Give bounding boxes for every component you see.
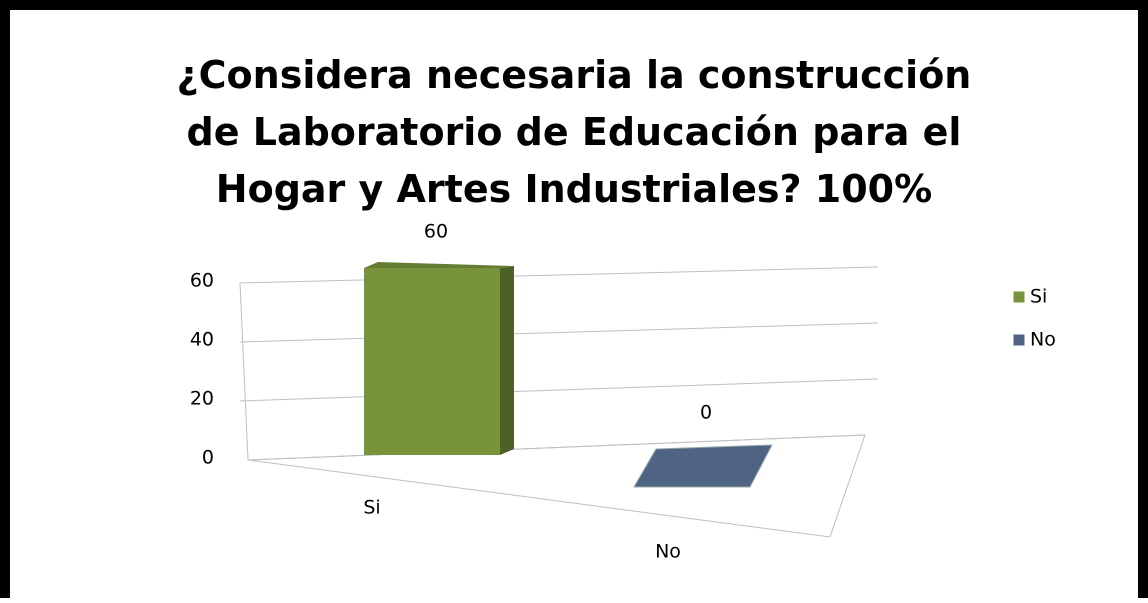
grid-line: [247, 434, 866, 461]
x-tick-label: Si: [363, 497, 380, 519]
legend-label: No: [1030, 329, 1056, 351]
data-label: 60: [424, 221, 448, 243]
bar-flat: [633, 444, 773, 488]
legend-label: Si: [1030, 286, 1047, 308]
bar-top: [364, 262, 514, 268]
bar-side: [500, 266, 514, 455]
grid-line: [239, 266, 879, 284]
grid-line: [239, 378, 879, 402]
y-tick-label: 60: [190, 270, 214, 292]
bar: [364, 262, 514, 455]
chart-title: ¿Considera necesaria la construcción de L…: [177, 53, 972, 211]
data-label: 0: [700, 402, 712, 424]
bar: [633, 444, 773, 488]
y-tick-label: 0: [202, 447, 214, 469]
y-tick-label: 20: [190, 388, 214, 410]
y-tick-label: 40: [190, 329, 214, 351]
x-tick-label: No: [655, 541, 681, 563]
grid-line: [239, 322, 879, 343]
legend-swatch: [1012, 333, 1026, 347]
y-axis: [239, 282, 249, 461]
bar-front: [364, 268, 500, 455]
legend-swatch: [1012, 290, 1026, 304]
